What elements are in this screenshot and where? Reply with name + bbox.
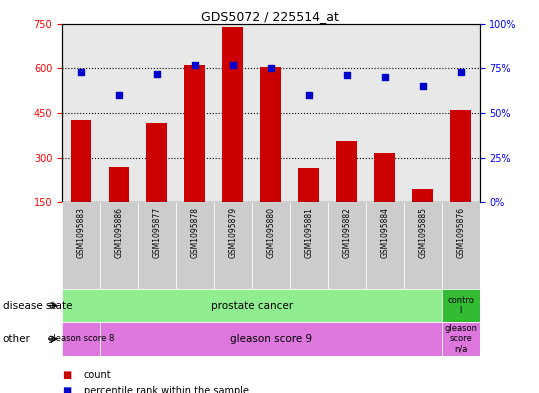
- Bar: [138, 202, 176, 289]
- Bar: [450, 110, 471, 202]
- Text: GDS5072 / 225514_at: GDS5072 / 225514_at: [201, 10, 338, 23]
- Bar: [442, 289, 480, 322]
- Bar: [290, 202, 328, 289]
- Text: contro
l: contro l: [447, 296, 474, 315]
- Bar: [62, 322, 100, 356]
- Text: disease state: disease state: [3, 301, 72, 310]
- Text: prostate cancer: prostate cancer: [211, 301, 293, 310]
- Bar: [184, 65, 205, 202]
- Bar: [412, 189, 433, 202]
- Bar: [62, 202, 100, 289]
- Bar: [108, 167, 129, 202]
- Point: [305, 92, 313, 98]
- Text: gleason score 9: gleason score 9: [230, 334, 312, 344]
- Point: [153, 70, 161, 77]
- Point: [381, 74, 389, 81]
- Text: GSM1095881: GSM1095881: [305, 207, 313, 257]
- Text: GSM1095878: GSM1095878: [190, 207, 199, 258]
- Point: [77, 69, 85, 75]
- Text: GSM1095886: GSM1095886: [114, 207, 123, 258]
- Bar: [100, 202, 138, 289]
- Bar: [299, 168, 319, 202]
- Bar: [214, 202, 252, 289]
- Point: [115, 92, 123, 98]
- Bar: [404, 202, 442, 289]
- Point: [342, 72, 351, 79]
- Bar: [100, 322, 442, 356]
- Bar: [71, 120, 92, 202]
- Text: gleason
score
n/a: gleason score n/a: [444, 324, 477, 354]
- Bar: [252, 202, 290, 289]
- Text: count: count: [84, 370, 111, 380]
- Bar: [328, 202, 366, 289]
- Bar: [374, 153, 395, 202]
- Bar: [147, 123, 168, 202]
- Text: GSM1095882: GSM1095882: [342, 207, 351, 257]
- Bar: [260, 67, 281, 202]
- Point: [418, 83, 427, 89]
- Point: [191, 62, 199, 68]
- Text: other: other: [3, 334, 31, 344]
- Text: percentile rank within the sample: percentile rank within the sample: [84, 386, 248, 393]
- Text: GSM1095885: GSM1095885: [418, 207, 427, 258]
- Text: GSM1095879: GSM1095879: [229, 207, 237, 258]
- Text: GSM1095884: GSM1095884: [381, 207, 389, 258]
- Bar: [336, 141, 357, 202]
- Point: [457, 69, 465, 75]
- Bar: [223, 27, 243, 202]
- Text: gleason score 8: gleason score 8: [48, 334, 114, 343]
- Text: GSM1095883: GSM1095883: [77, 207, 86, 258]
- Bar: [442, 322, 480, 356]
- Bar: [366, 202, 404, 289]
- Text: GSM1095877: GSM1095877: [153, 207, 161, 258]
- Text: GSM1095880: GSM1095880: [266, 207, 275, 258]
- Bar: [176, 202, 214, 289]
- Point: [266, 65, 275, 72]
- Point: [229, 62, 237, 68]
- Text: ■: ■: [62, 386, 71, 393]
- Text: GSM1095876: GSM1095876: [456, 207, 465, 258]
- Bar: [442, 202, 480, 289]
- Text: ■: ■: [62, 370, 71, 380]
